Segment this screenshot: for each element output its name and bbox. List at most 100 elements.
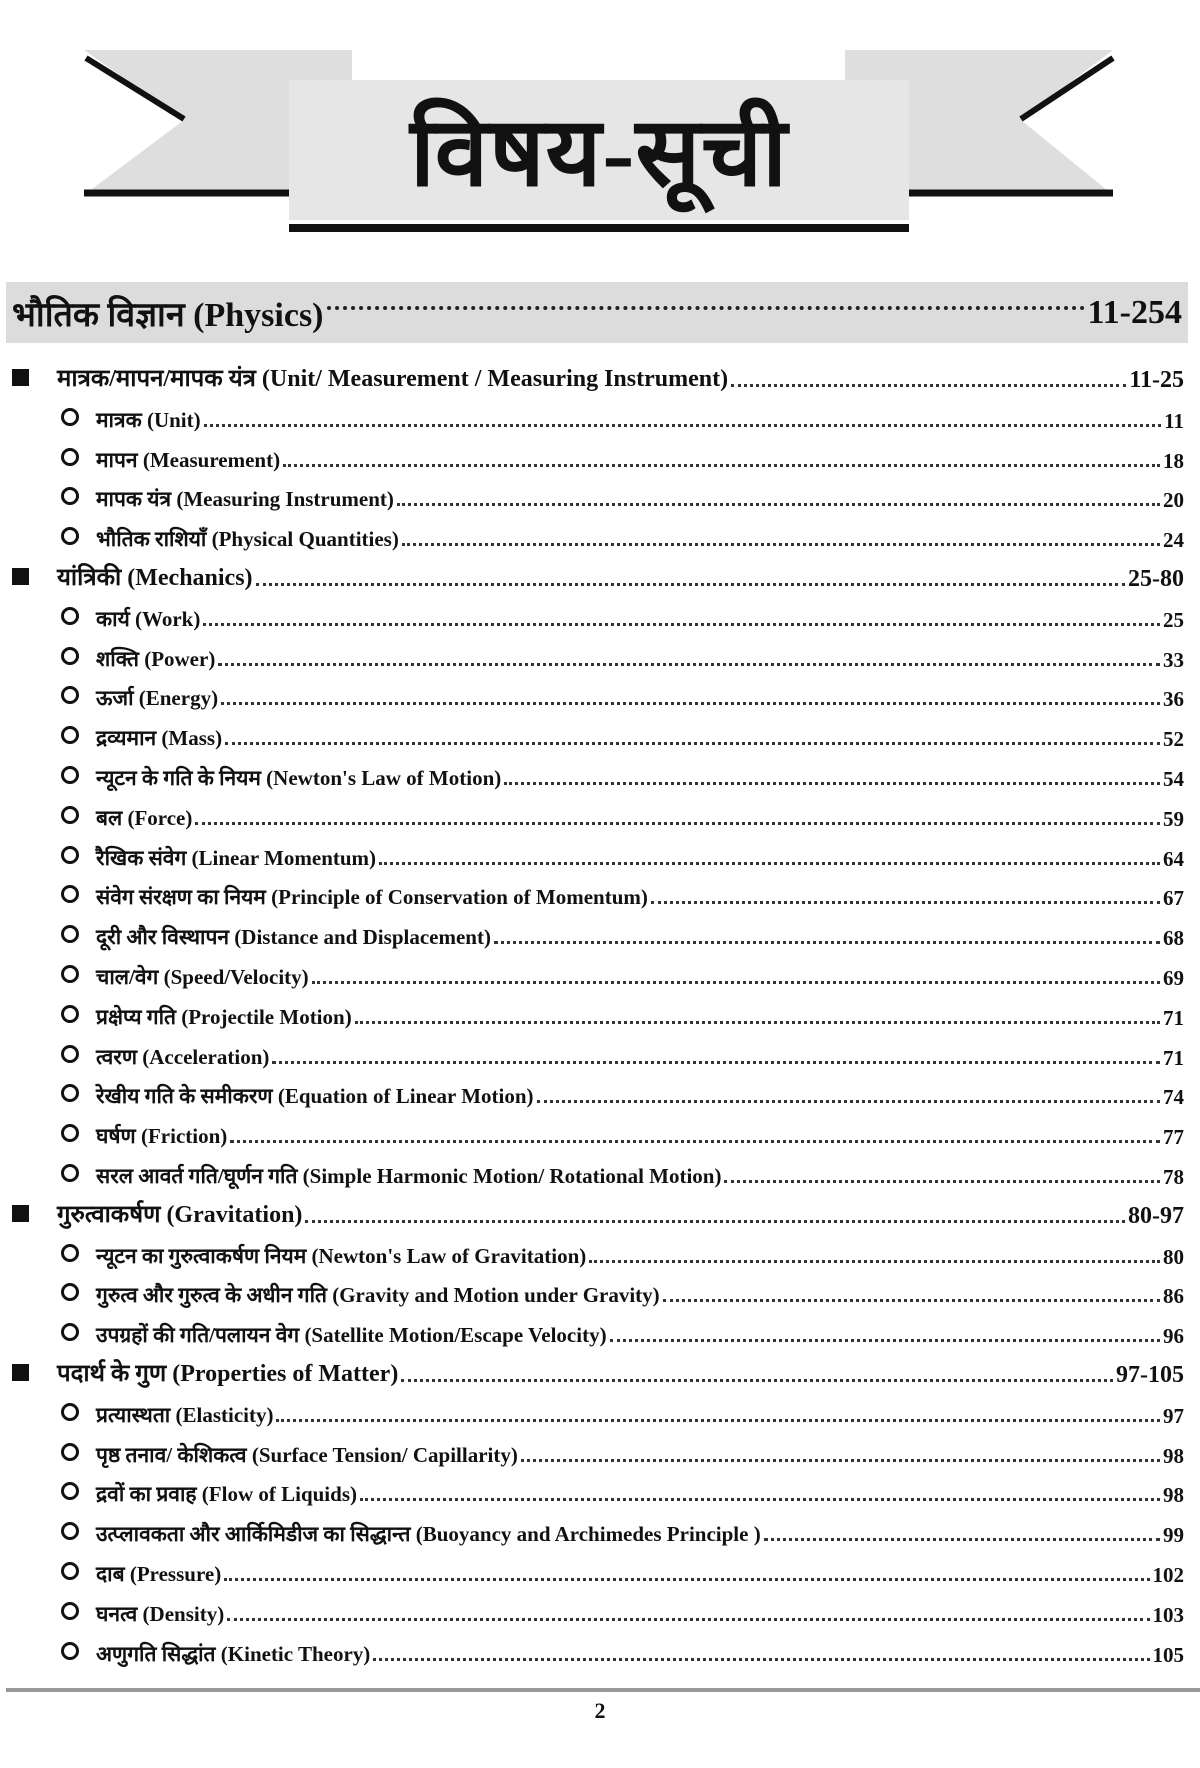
entry-pages: 98	[1163, 1443, 1184, 1468]
dot-leader	[227, 1617, 1150, 1621]
entry-label: घर्षण (Friction)	[96, 1124, 228, 1149]
entry-pages: 18	[1163, 448, 1184, 473]
circle-bullet-icon	[61, 805, 79, 824]
entry-label: रेखीय गति के समीकरण (Equation of Linear …	[96, 1084, 534, 1109]
circle-bullet-icon	[61, 1004, 79, 1023]
entry-pages: 105	[1152, 1642, 1185, 1667]
dot-leader	[225, 742, 1160, 746]
entry-pages: 103	[1152, 1602, 1185, 1627]
entry-pages: 96	[1163, 1324, 1184, 1349]
entry-pages: 20	[1163, 488, 1184, 513]
toc-entry: मापन (Measurement) 18	[0, 438, 1184, 474]
circle-bullet-icon	[61, 1164, 79, 1182]
entry-label: कार्य (Work)	[96, 606, 201, 631]
circle-bullet-icon	[61, 845, 79, 864]
toc-section: मात्रक/मापन/मापक यंत्र (Unit/ Measuremen…	[0, 358, 1184, 394]
dot-leader	[195, 821, 1160, 825]
entry-pages: 25	[1163, 607, 1184, 632]
circle-bullet-icon	[61, 1641, 79, 1660]
dot-leader	[724, 1180, 1160, 1183]
toc-section: यांत्रिकी (Mechanics) 25-80	[0, 557, 1184, 593]
circle-bullet-icon	[61, 1323, 79, 1342]
toc-entry: चाल/वेग (Speed/Velocity) 69	[0, 955, 1184, 991]
toc-entry: सरल आवर्त गति/घूर्णन गति (Simple Harmoni…	[0, 1154, 1184, 1190]
entry-label: मात्रक/मापन/मापक यंत्र (Unit/ Measuremen…	[57, 366, 729, 392]
toc-entry: घर्षण (Friction) 77	[0, 1114, 1184, 1150]
toc-entry: शक्ति (Power) 33	[0, 637, 1184, 673]
entry-pages: 36	[1163, 687, 1184, 712]
entry-pages: 80	[1163, 1244, 1184, 1269]
toc-entry: घनत्व (Density) 103	[0, 1592, 1184, 1628]
part-heading: भौतिक विज्ञान (Physics) 11-254	[6, 282, 1188, 343]
entry-label: दूरी और विस्थापन (Distance and Displacem…	[96, 925, 491, 950]
dot-leader	[401, 543, 1160, 547]
toc-entry: ऊर्जा (Energy) 36	[0, 676, 1184, 712]
toc-entry: प्रत्यास्थता (Elasticity) 97	[0, 1393, 1184, 1429]
circle-bullet-icon	[61, 1124, 79, 1143]
toc-entry: द्रव्यमान (Mass) 52	[0, 716, 1184, 752]
toc-entry: प्रक्षेप्य गति (Projectile Motion) 71	[0, 995, 1184, 1031]
dot-leader	[662, 1299, 1160, 1303]
dot-leader	[373, 1657, 1150, 1661]
entry-label: घनत्व (Density)	[96, 1601, 225, 1626]
circle-bullet-icon	[61, 1084, 79, 1103]
entry-label: उत्प्लावकता और आर्किमिडीज का सिद्धान्त (…	[96, 1522, 761, 1547]
circle-bullet-icon	[61, 1283, 79, 1302]
toc-entry: न्यूटन के गति के नियम (Newton's Law of M…	[0, 756, 1184, 792]
page-title: विषय-सूची	[409, 98, 789, 206]
toc-entry: पृष्ठ तनाव/ केशिकत्व (Surface Tension/ C…	[0, 1433, 1184, 1469]
entry-pages: 97-105	[1116, 1362, 1184, 1388]
square-bullet-icon	[12, 568, 29, 585]
toc-entry: मात्रक (Unit) 11	[0, 398, 1184, 434]
toc-entry: बल (Force) 59	[0, 796, 1184, 832]
entry-label: द्रव्यमान (Mass)	[96, 726, 223, 751]
entry-label: मापन (Measurement)	[96, 447, 281, 472]
dot-leader	[203, 622, 1160, 626]
page-number: 2	[594, 1698, 606, 1723]
circle-bullet-icon	[61, 1402, 79, 1421]
entry-pages: 68	[1163, 926, 1184, 951]
entry-label: मात्रक (Unit)	[96, 407, 201, 432]
dot-leader	[589, 1259, 1160, 1263]
entry-pages: 99	[1163, 1523, 1184, 1548]
circle-bullet-icon	[61, 766, 79, 784]
dot-leader	[283, 463, 1160, 467]
dot-leader	[218, 662, 1160, 666]
circle-bullet-icon	[61, 487, 79, 506]
dot-leader	[311, 981, 1160, 984]
dot-leader	[305, 1219, 1125, 1223]
entry-pages: 71	[1163, 1005, 1184, 1030]
toc-entry: द्रवों का प्रवाह (Flow of Liquids) 98	[0, 1472, 1184, 1508]
entry-pages: 78	[1163, 1165, 1184, 1189]
toc-entry: अणुगति सिद्धांत (Kinetic Theory) 105	[0, 1632, 1184, 1668]
entry-label: द्रवों का प्रवाह (Flow of Liquids)	[96, 1482, 357, 1507]
entry-label: न्यूटन के गति के नियम (Newton's Law of M…	[96, 766, 502, 790]
entry-pages: 77	[1163, 1125, 1184, 1150]
entry-pages: 24	[1163, 528, 1184, 553]
dot-leader	[731, 384, 1127, 387]
toc-section: पदार्थ के गुण (Properties of Matter) 97-1…	[0, 1353, 1184, 1389]
entry-label: पृष्ठ तनाव/ केशिकत्व (Surface Tension/ C…	[96, 1442, 518, 1467]
entry-label: पदार्थ के गुण (Properties of Matter)	[57, 1361, 399, 1387]
footer-divider	[6, 1688, 1200, 1692]
entry-label: गुरुत्वाकर्षण (Gravitation)	[57, 1201, 303, 1228]
entry-label: प्रत्यास्थता (Elasticity)	[96, 1402, 274, 1427]
dot-leader	[536, 1100, 1160, 1104]
dot-leader	[203, 423, 1162, 427]
dot-leader	[221, 702, 1160, 706]
entry-pages: 52	[1163, 727, 1184, 752]
entry-label: शक्ति (Power)	[96, 646, 216, 671]
dot-leader	[396, 503, 1160, 507]
toc-entry: गुरुत्व और गुरुत्व के अधीन गति (Gravity …	[0, 1273, 1184, 1309]
toc-entry: त्वरण (Acceleration) 71	[0, 1035, 1184, 1071]
dot-leader	[401, 1379, 1113, 1382]
square-bullet-icon	[12, 1204, 29, 1222]
circle-bullet-icon	[61, 1243, 79, 1262]
dot-leader	[360, 1498, 1160, 1502]
part-pages: 11-254	[1087, 293, 1182, 331]
dot-leader	[379, 861, 1160, 865]
dot-leader	[609, 1339, 1160, 1343]
entry-pages: 69	[1163, 966, 1184, 990]
entry-label: मापक यंत्र (Measuring Instrument)	[96, 487, 394, 512]
entry-pages: 64	[1163, 846, 1184, 871]
